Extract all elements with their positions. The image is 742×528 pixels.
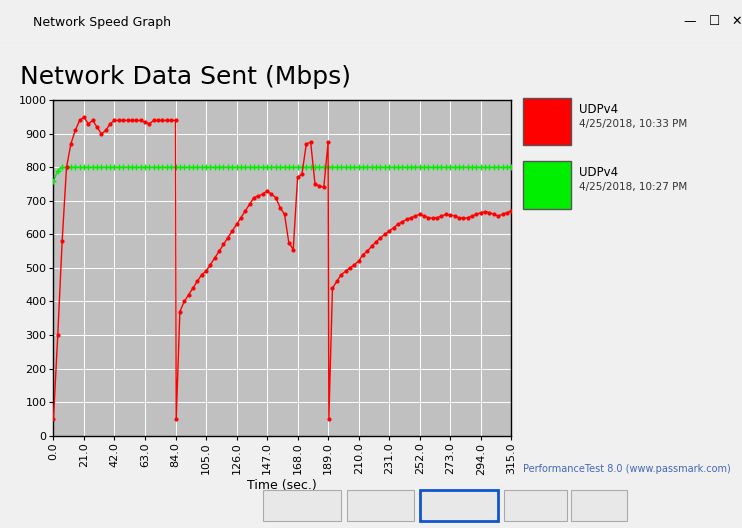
Text: —: —: [684, 15, 696, 28]
Text: ✕: ✕: [732, 15, 742, 28]
Text: Customize...: Customize...: [268, 501, 337, 510]
Text: Save as...: Save as...: [353, 501, 408, 510]
Text: UDPv4: UDPv4: [579, 103, 618, 116]
Text: Close: Close: [584, 501, 614, 510]
Text: Network Speed Graph: Network Speed Graph: [33, 16, 171, 29]
Text: Network Data Sent (Mbps): Network Data Sent (Mbps): [20, 65, 351, 89]
Text: Edit Series...: Edit Series...: [424, 501, 494, 510]
Text: ☐: ☐: [709, 15, 720, 28]
Text: PerformanceTest 8.0 (www.passmark.com): PerformanceTest 8.0 (www.passmark.com): [523, 464, 731, 474]
X-axis label: Time (sec.): Time (sec.): [247, 479, 318, 492]
Text: UDPv4: UDPv4: [579, 166, 618, 180]
Text: 4/25/2018, 10:33 PM: 4/25/2018, 10:33 PM: [579, 119, 687, 129]
Text: Explain: Explain: [515, 501, 556, 510]
Text: 4/25/2018, 10:27 PM: 4/25/2018, 10:27 PM: [579, 182, 687, 192]
